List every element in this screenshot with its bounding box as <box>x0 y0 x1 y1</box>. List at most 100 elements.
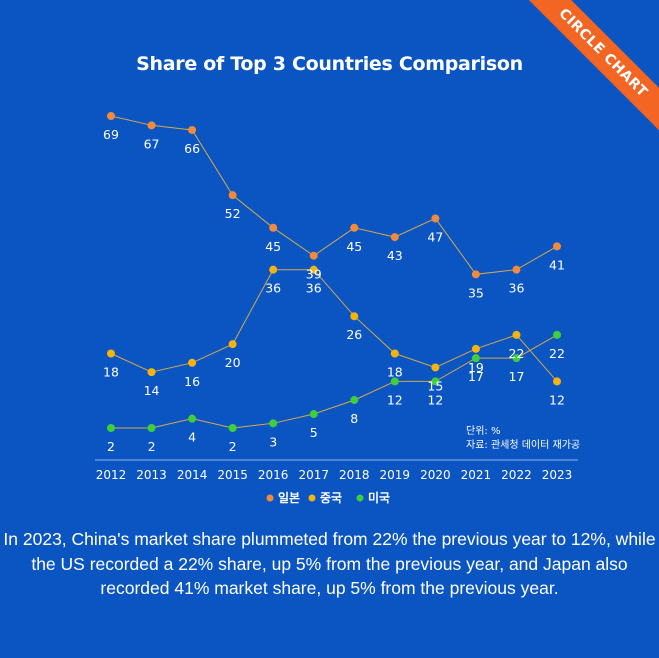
source-note: 자료: 관세청 데이터 재가공 <box>466 439 580 451</box>
label-usa-2023: 22 <box>549 346 565 361</box>
point-china-2023 <box>553 377 561 386</box>
label-usa-2021: 17 <box>468 369 484 384</box>
point-japan-2021 <box>471 270 480 279</box>
label-china-2022: 22 <box>509 346 525 361</box>
label-japan-2014: 66 <box>184 141 200 156</box>
point-china-2015 <box>228 340 237 349</box>
legend-label-usa: 미국 <box>368 490 390 505</box>
point-usa-2023 <box>553 330 561 339</box>
label-japan-2023: 41 <box>549 257 565 272</box>
label-japan-2012: 69 <box>103 127 119 142</box>
label-japan-2020: 47 <box>427 229 443 244</box>
point-usa-2012 <box>107 424 115 432</box>
x-tick-2019: 2019 <box>380 468 411 482</box>
point-japan-2022 <box>512 265 521 274</box>
point-usa-2015 <box>228 424 237 432</box>
x-tick-2023: 2023 <box>542 468 573 482</box>
point-usa-2017 <box>309 410 318 419</box>
point-usa-2020 <box>431 377 440 386</box>
x-tick-2017: 2017 <box>298 468 329 482</box>
point-usa-2013 <box>147 424 156 432</box>
label-japan-2019: 43 <box>387 248 403 263</box>
label-japan-2013: 67 <box>144 136 160 151</box>
label-japan-2015: 52 <box>225 206 241 221</box>
point-japan-2020 <box>431 214 440 223</box>
label-china-2017: 36 <box>306 281 322 296</box>
point-japan-2023 <box>553 242 561 251</box>
label-china-2016: 36 <box>265 281 281 296</box>
point-japan-2016 <box>269 223 278 232</box>
label-japan-2017: 39 <box>306 267 322 282</box>
point-usa-2022 <box>512 354 521 363</box>
point-usa-2014 <box>188 414 197 423</box>
x-tick-2016: 2016 <box>258 468 289 482</box>
point-japan-2015 <box>228 191 237 200</box>
point-china-2018 <box>350 312 359 321</box>
label-china-2012: 18 <box>103 364 119 379</box>
label-usa-2013: 2 <box>148 439 156 454</box>
x-tick-2013: 2013 <box>136 468 167 482</box>
data-points <box>107 112 561 432</box>
label-china-2019: 18 <box>387 364 403 379</box>
x-axis-ticks: 2012 2013 2014 2015 2016 2017 2018 2019 2020 2021… <box>96 468 573 482</box>
point-usa-2021 <box>471 354 480 363</box>
legend-marker-japan <box>266 494 274 502</box>
legend-marker-usa <box>356 494 364 502</box>
point-china-2019 <box>390 349 399 358</box>
x-tick-2018: 2018 <box>339 468 370 482</box>
label-japan-2016: 45 <box>265 239 281 254</box>
legend-label-japan: 일본 <box>278 491 300 505</box>
label-japan-2021: 35 <box>468 285 484 300</box>
point-china-2017 <box>309 265 318 274</box>
x-tick-2015: 2015 <box>217 468 248 482</box>
x-tick-2020: 2020 <box>420 468 451 482</box>
series-lines <box>110 115 558 429</box>
label-china-2013: 14 <box>144 383 160 398</box>
point-china-2013 <box>147 368 156 377</box>
label-usa-2017: 5 <box>310 425 318 440</box>
label-usa-2015: 2 <box>229 439 237 454</box>
x-tick-2014: 2014 <box>177 468 208 482</box>
x-tick-2021: 2021 <box>461 468 492 482</box>
label-china-2023: 12 <box>549 392 565 407</box>
point-japan-2018 <box>350 223 359 232</box>
chart-title: Share of Top 3 Countries Comparison <box>136 53 523 75</box>
series-line-china <box>110 269 558 382</box>
point-usa-2018 <box>350 396 359 405</box>
point-japan-2019 <box>390 233 399 242</box>
point-china-2021 <box>471 344 480 353</box>
label-usa-2016: 3 <box>269 434 277 449</box>
x-tick-2022: 2022 <box>501 468 532 482</box>
legend: 일본 중국 미국 <box>266 490 390 505</box>
point-usa-2016 <box>269 419 278 428</box>
caption-text: In 2023, China's market share plummeted … <box>3 529 656 598</box>
label-usa-2019: 12 <box>387 392 403 407</box>
label-china-2020: 15 <box>427 378 443 393</box>
label-usa-2018: 8 <box>350 411 358 426</box>
unit-note: 단위: % <box>466 424 500 437</box>
series-line-usa <box>111 334 558 429</box>
point-china-2012 <box>107 349 115 358</box>
series-line-japan <box>110 115 558 275</box>
label-usa-2014: 4 <box>188 430 196 445</box>
point-usa-2019 <box>390 377 399 386</box>
point-china-2016 <box>269 265 278 274</box>
label-usa-2022: 17 <box>509 369 525 384</box>
legend-marker-china <box>308 494 316 502</box>
x-tick-2012: 2012 <box>96 468 127 482</box>
label-usa-2012: 2 <box>107 439 115 454</box>
point-china-2020 <box>431 363 440 372</box>
label-china-2015: 20 <box>225 355 241 370</box>
label-china-2018: 26 <box>346 327 362 342</box>
point-japan-2014 <box>188 125 197 134</box>
label-usa-2020: 12 <box>427 392 443 407</box>
point-japan-2017 <box>309 251 318 260</box>
label-japan-2022: 36 <box>509 281 525 296</box>
point-japan-2012 <box>107 112 115 120</box>
point-china-2014 <box>188 358 197 367</box>
legend-label-china: 중국 <box>320 491 342 505</box>
point-china-2022 <box>512 330 521 339</box>
label-japan-2018: 45 <box>346 239 362 254</box>
